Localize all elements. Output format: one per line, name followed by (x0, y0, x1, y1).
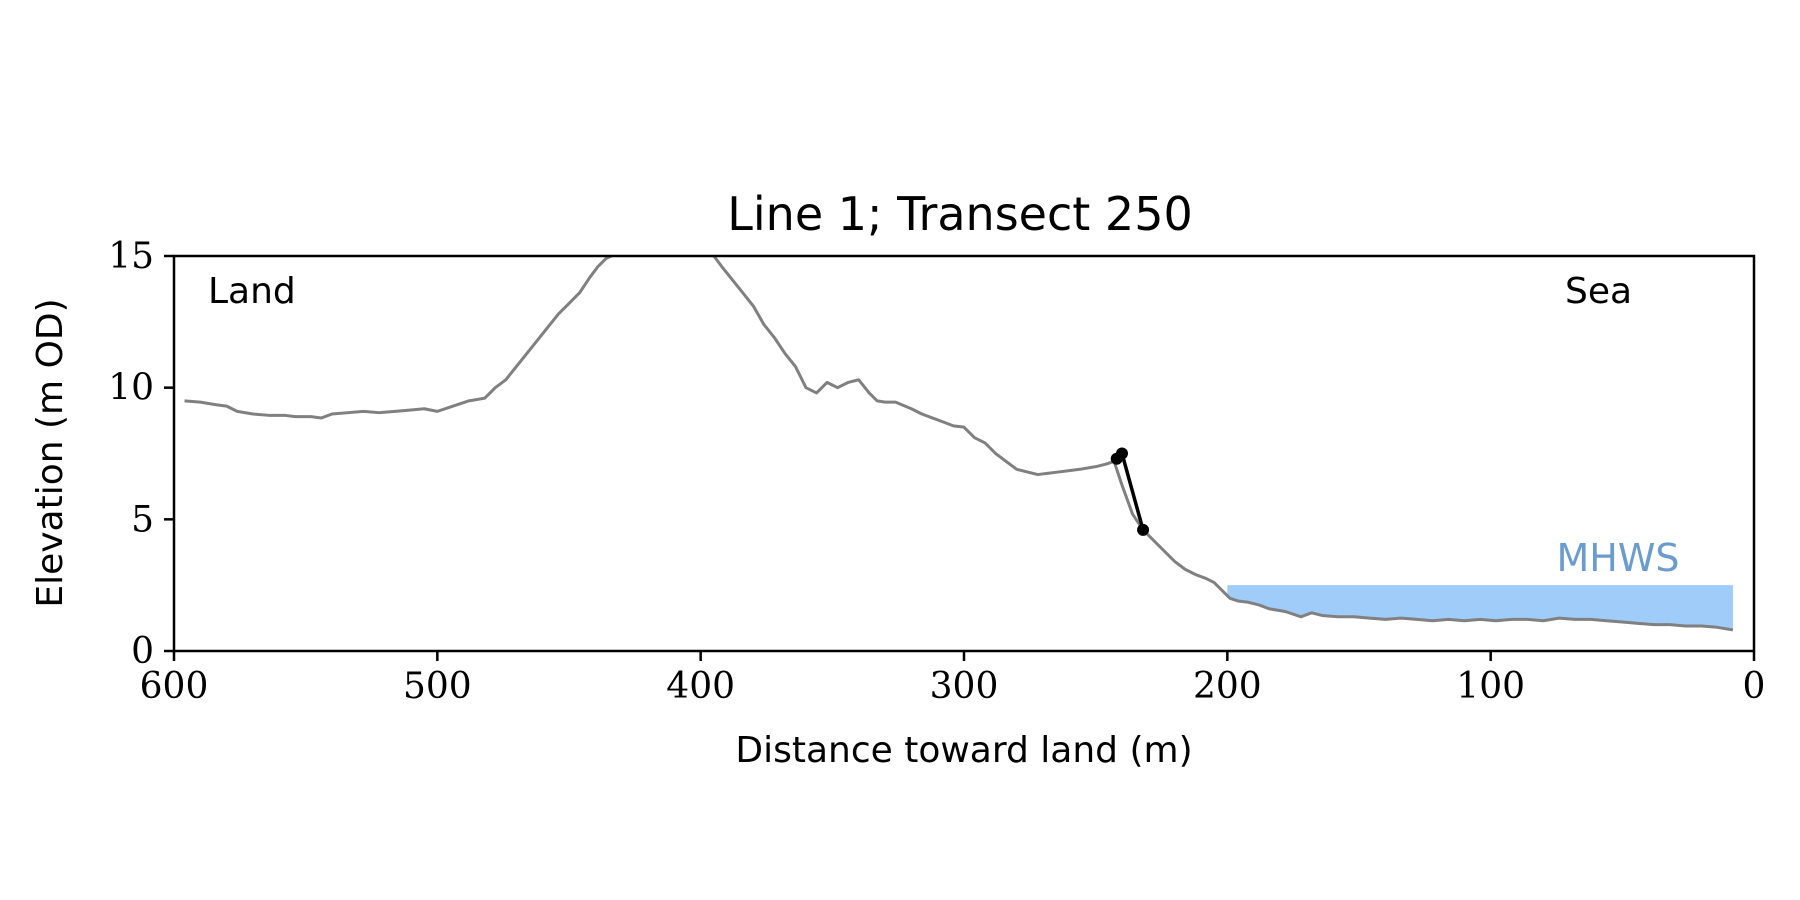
chart-title: Line 1; Transect 250 (727, 187, 1192, 241)
y-tick-label: 0 (131, 631, 154, 672)
y-tick-label: 10 (108, 368, 154, 409)
x-tick-label: 0 (1743, 666, 1766, 707)
series-line-profile (184, 256, 1734, 632)
x-tick-label: 400 (666, 666, 735, 707)
cliff-point (1116, 447, 1128, 460)
cliff-point (1137, 523, 1150, 536)
y-axis-label: Elevation (m OD) (30, 298, 71, 607)
y-tick-label: 15 (108, 236, 154, 277)
cliff-points (1110, 447, 1150, 536)
x-tick-label: 500 (403, 666, 472, 707)
x-tick-label: 100 (1456, 666, 1525, 707)
sea-annotation: Sea (1565, 271, 1632, 312)
mhws-label: MHWS (1556, 536, 1679, 580)
cliff-line (1115, 451, 1145, 531)
x-axis-label: Distance toward land (m) (735, 730, 1192, 771)
x-axis-ticks: 600 500 400 300 200 100 0 (140, 651, 1766, 707)
mhws-fill (1227, 585, 1733, 630)
x-tick-label: 600 (140, 666, 209, 707)
x-tick-label: 300 (930, 666, 999, 707)
y-axis-ticks: 0 5 10 15 (108, 236, 174, 672)
plot-area (184, 256, 1734, 632)
x-tick-label: 200 (1193, 666, 1262, 707)
y-tick-label: 5 (131, 499, 154, 540)
land-annotation: Land (208, 271, 296, 312)
